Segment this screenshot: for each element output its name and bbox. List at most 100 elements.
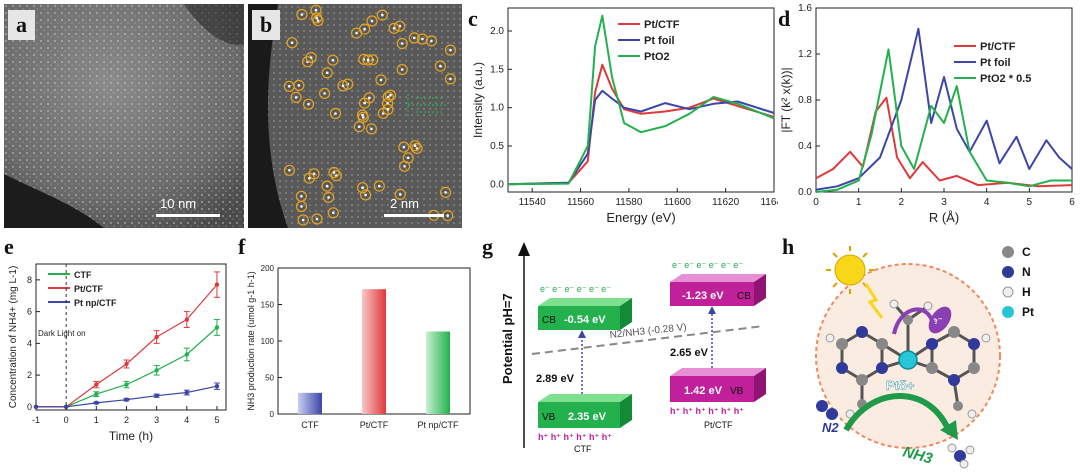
y-tick-label: 6 bbox=[27, 307, 32, 317]
particle-dot bbox=[307, 102, 310, 106]
particle-dot bbox=[363, 101, 366, 105]
particle-circle bbox=[375, 74, 387, 86]
y-tick-label: 150 bbox=[261, 301, 275, 310]
x-tick-label: 2 bbox=[899, 197, 905, 208]
particle-circle bbox=[411, 142, 423, 154]
x-tick-label: 3 bbox=[154, 415, 159, 425]
x-tick-label: 11640 bbox=[760, 197, 778, 208]
ctf-vb-block bbox=[538, 394, 632, 428]
particle-circle bbox=[327, 54, 339, 66]
ptctf-vb-label: VB bbox=[730, 386, 744, 397]
chart-f-bars: 0 50 100 150 200 NH3 production rate (umol g-… bbox=[246, 264, 471, 430]
particle-dot bbox=[402, 145, 406, 149]
x-tick-label: 6 bbox=[1069, 197, 1075, 208]
particle-circle bbox=[296, 8, 308, 21]
particle-dot bbox=[300, 195, 303, 198]
legend-label: Pt/CTF bbox=[980, 41, 1016, 53]
y-tick-label: 8 bbox=[27, 275, 32, 285]
particle-dot bbox=[379, 78, 383, 82]
legend-label: Pt foil bbox=[980, 57, 1011, 69]
data-point bbox=[63, 404, 69, 410]
sun-icon bbox=[826, 246, 874, 294]
x-tick-label: 11600 bbox=[664, 197, 692, 208]
y-tick-label: 1.6 bbox=[798, 4, 812, 14]
series-line-Pt np/CTF bbox=[36, 385, 218, 408]
particle-dot bbox=[400, 68, 404, 71]
particle-dot bbox=[403, 165, 406, 168]
particle-circle bbox=[444, 44, 457, 56]
particle-dot bbox=[381, 13, 384, 17]
ptctf-cb-block bbox=[670, 274, 766, 306]
legend-label: CTF bbox=[74, 270, 92, 280]
ctf-name: CTF bbox=[574, 444, 592, 454]
h-n2-label: N2 bbox=[822, 420, 839, 435]
n2-molecule bbox=[816, 400, 838, 420]
x-category-label: Pt/CTF bbox=[360, 420, 389, 430]
particle-circle bbox=[322, 191, 335, 203]
ptctf-name: Pt/CTF bbox=[704, 420, 733, 430]
particle-dot bbox=[355, 31, 358, 35]
ctf-cb-label: CB bbox=[542, 315, 556, 326]
x-tick-label: 1 bbox=[94, 415, 99, 425]
conversion-arrow bbox=[843, 393, 953, 436]
particle-circle bbox=[396, 63, 408, 76]
ctf-gap-value: 2.89 eV bbox=[536, 373, 575, 385]
legend-h-icon bbox=[1002, 286, 1014, 298]
particle-dot bbox=[287, 85, 291, 88]
particle-dot bbox=[399, 193, 402, 196]
panel-e-label: e bbox=[4, 234, 14, 259]
particle-dot bbox=[364, 193, 367, 197]
x-tick-label: 2 bbox=[124, 415, 129, 425]
scale-bar-a-label: 10 nm bbox=[160, 196, 197, 211]
particle-dot bbox=[361, 186, 364, 189]
h-atoms bbox=[825, 299, 991, 419]
panel-f-label: f bbox=[238, 234, 246, 259]
legend-n: N bbox=[1022, 265, 1031, 279]
particle-dot bbox=[315, 16, 318, 20]
y-tick-label: 1.5 bbox=[490, 64, 504, 75]
particle-dot bbox=[444, 191, 447, 194]
y-axis-label: |FT (k² x(k))| bbox=[779, 67, 793, 132]
particle-dot bbox=[386, 108, 390, 111]
particle-dot bbox=[316, 19, 320, 22]
particle-circle bbox=[295, 200, 308, 212]
particle-circle bbox=[416, 33, 428, 45]
y-tick-label: 0 bbox=[270, 410, 275, 419]
particle-circle bbox=[310, 4, 322, 16]
particle-dot bbox=[361, 113, 364, 117]
y-tick-label: 200 bbox=[261, 264, 275, 273]
particle-dot bbox=[334, 112, 337, 115]
x-tick-label: 1 bbox=[856, 197, 862, 208]
particle-dot bbox=[439, 64, 442, 68]
ptctf-electrons: e⁻ e⁻ e⁻ e⁻ e⁻ e⁻ bbox=[672, 260, 743, 270]
micrograph-a-svg bbox=[4, 4, 244, 228]
particle-dot bbox=[446, 214, 449, 217]
plot-frame bbox=[507, 7, 775, 193]
x-tick-label: 11560 bbox=[567, 197, 595, 208]
x-category-label: CTF bbox=[301, 420, 319, 430]
particle-dot bbox=[332, 211, 335, 215]
series-line-Pt/CTF bbox=[507, 63, 775, 186]
g-axis-arrow bbox=[518, 242, 530, 256]
particle-dot bbox=[406, 156, 410, 160]
particle-dot bbox=[413, 144, 417, 147]
particle-circle bbox=[382, 91, 394, 103]
y-tick-label: 0.8 bbox=[798, 95, 812, 106]
particle-circle bbox=[384, 89, 397, 101]
y-tick-label: 2.0 bbox=[490, 26, 504, 37]
x-tick-label: 11620 bbox=[712, 197, 740, 208]
particle-circle bbox=[434, 60, 446, 72]
particle-dot bbox=[378, 184, 381, 188]
ptctf-cb-label: CB bbox=[737, 291, 751, 302]
particle-circle bbox=[283, 164, 296, 176]
ptctf-holes: h⁺ h⁺ h⁺ h⁺ h⁺ h⁺ bbox=[670, 406, 744, 416]
x-tick-label: 0 bbox=[64, 415, 69, 425]
y-tick-label: 0 bbox=[27, 402, 32, 412]
x-axis-label: Time (h) bbox=[109, 429, 153, 443]
particle-circle bbox=[402, 152, 414, 164]
chart-c-xanes: 11540 11560 11580 11600 11620 11640 0.0 0.5 1.0 1… bbox=[471, 7, 778, 225]
y-axis-label: Concentration of NH4+ (mg L-1) bbox=[8, 266, 19, 409]
series-line-PtO2 * 0.5 bbox=[815, 48, 1072, 193]
particle-dot bbox=[332, 171, 336, 174]
nh3-molecule bbox=[947, 443, 975, 469]
